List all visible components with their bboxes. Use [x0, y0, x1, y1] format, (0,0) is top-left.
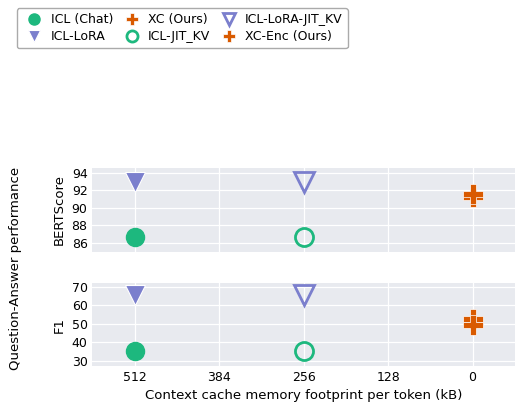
- Legend: ICL (Chat), ICL-LoRA, XC (Ours), ICL-JIT_KV, ICL-LoRA-JIT_KV, XC-Enc (Ours): ICL (Chat), ICL-LoRA, XC (Ours), ICL-JIT…: [17, 8, 348, 48]
- Text: Question-Answer performance: Question-Answer performance: [10, 167, 22, 370]
- Y-axis label: F1: F1: [53, 317, 66, 332]
- X-axis label: Context cache memory footprint per token (kB): Context cache memory footprint per token…: [145, 389, 463, 403]
- Y-axis label: BERTScore: BERTScore: [53, 174, 66, 245]
